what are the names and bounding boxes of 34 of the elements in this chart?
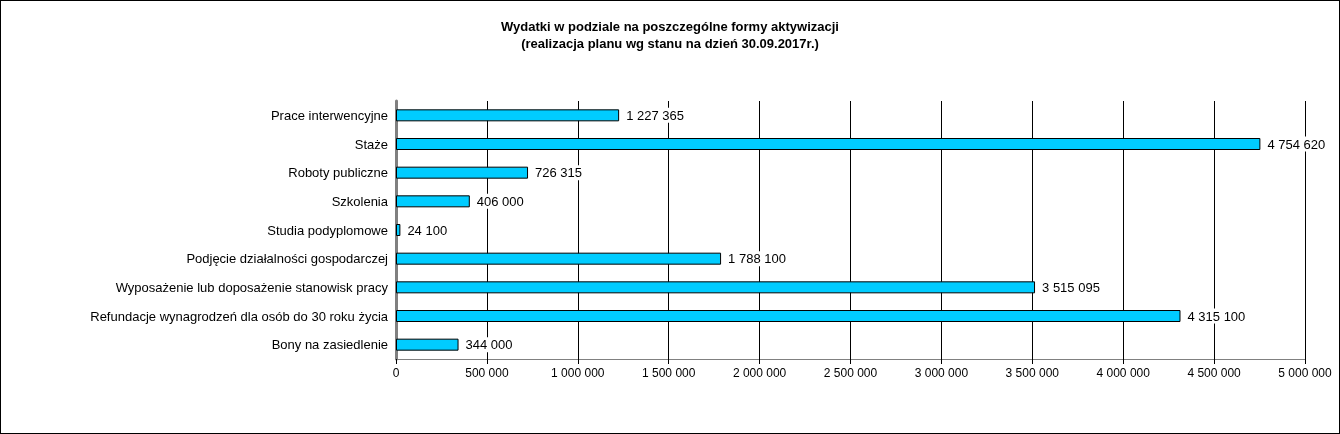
x-tick-label: 5 000 000 (1278, 366, 1333, 380)
data-label: 726 315 (535, 165, 583, 181)
chart-title: Wydatki w podziale na poszczególne formy aktywizacji (501, 19, 839, 34)
x-tick-label: 2 500 000 (823, 366, 878, 380)
data-label: 344 000 (465, 337, 513, 353)
x-tick-label: 0 (392, 366, 400, 380)
data-label: 4 754 620 (1267, 136, 1326, 152)
y-tick-label: Studia podyplomowe (267, 222, 388, 238)
y-tick-label: Prace interwencyjne (270, 107, 388, 123)
y-tick-label: Refundacje wynagrodzeń dla osób do 30 roku życia (90, 308, 389, 324)
data-label: 3 515 095 (1042, 279, 1100, 295)
data-label: 4 315 100 (1187, 308, 1246, 324)
bar (396, 224, 401, 236)
x-tick-label: 3 500 000 (1005, 366, 1060, 380)
x-tick-label: 4 000 000 (1096, 366, 1151, 380)
y-tick-label: Szkolenia (331, 193, 389, 209)
data-label: 24 100 (407, 222, 448, 238)
chart-subtitle: (realizacja planu wg stanu na dzień 30.09.2017r.) (521, 36, 819, 51)
y-tick-label: Staże (354, 136, 388, 152)
y-tick-label: Wyposażenie lub doposażenie stanowisk pracy (115, 279, 389, 295)
data-label: 1 788 100 (728, 251, 786, 267)
x-tick-label: 500 000 (465, 366, 509, 380)
bar (396, 195, 470, 208)
y-tick-label: Roboty publiczne (288, 165, 388, 181)
x-tick-label: 1 500 000 (642, 366, 696, 380)
data-label: 406 000 (476, 193, 524, 209)
x-tick-label: 1 000 000 (551, 366, 605, 380)
x-tick-label: 2 000 000 (732, 366, 787, 380)
x-tick-label: 3 000 000 (914, 366, 969, 380)
bar (396, 338, 459, 351)
y-tick-label: Podjęcie działalności gospodarczej (186, 251, 389, 267)
x-tick-label: 4 500 000 (1187, 366, 1242, 380)
y-tick-label: Bony na zasiedlenie (271, 337, 388, 353)
data-label: 1 227 365 (626, 107, 684, 123)
